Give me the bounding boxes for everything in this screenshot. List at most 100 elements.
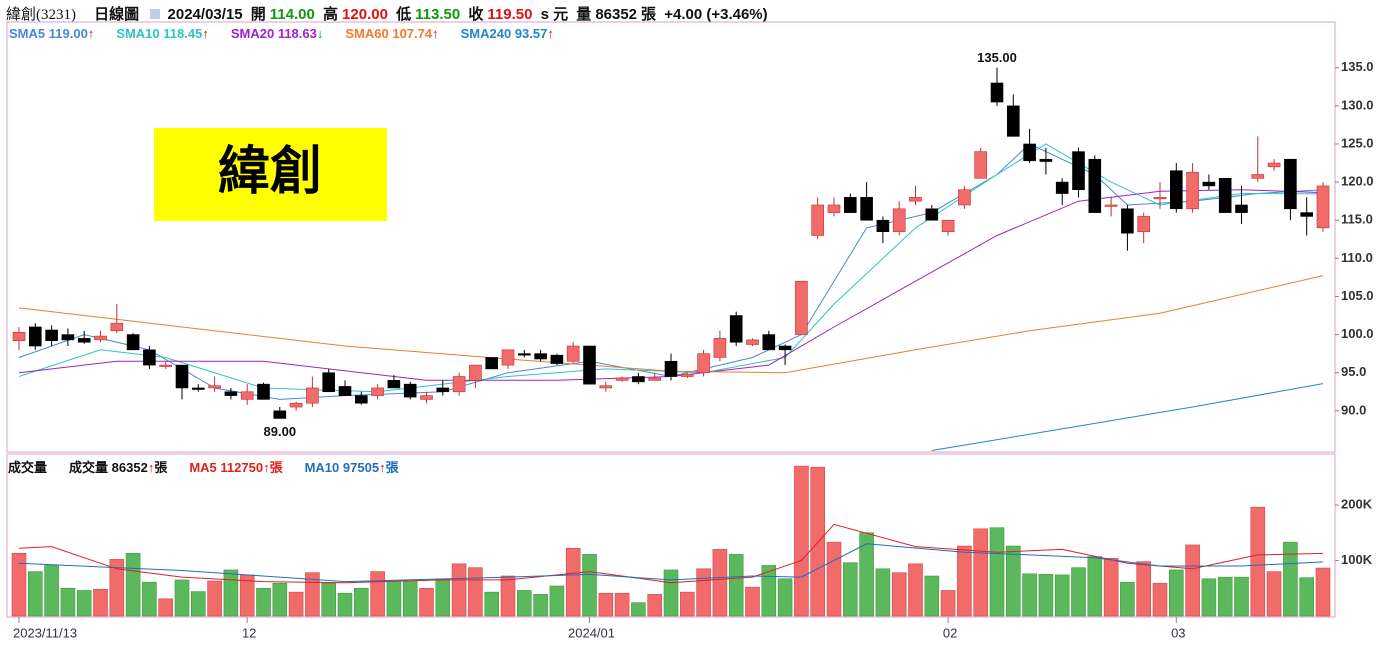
y-tick-label: 90.0	[1341, 402, 1366, 417]
y-tick-label: 105.0	[1341, 288, 1374, 303]
volume-bar	[1315, 567, 1331, 617]
candle-body	[28, 326, 42, 347]
candle-body	[974, 151, 988, 179]
legend-item: SMA240 93.57↑	[461, 26, 554, 41]
volume-bar	[11, 552, 27, 617]
legend-name: MA10	[304, 460, 340, 475]
volume-bar	[191, 591, 206, 617]
volume-bar	[93, 589, 108, 617]
candle-body	[1251, 174, 1265, 179]
legend-trend: ↓	[316, 26, 324, 41]
legend-item: MA5 112750↑張	[189, 460, 282, 475]
candle-body	[289, 402, 303, 408]
volume-bar	[908, 563, 923, 617]
volume-bar	[1299, 577, 1314, 617]
volume-bar	[533, 594, 548, 617]
volume-label: 量	[576, 6, 592, 23]
volume-bar	[337, 592, 353, 617]
candle-body	[273, 410, 287, 419]
candle-body	[436, 387, 450, 393]
candle-body	[762, 334, 776, 351]
candle-body	[615, 377, 629, 381]
candle-body	[240, 391, 254, 400]
volume-bar	[1250, 506, 1266, 617]
volume-bar	[1185, 544, 1200, 617]
candle-body	[77, 338, 91, 343]
candle-body	[45, 329, 58, 341]
close: 119.50	[487, 6, 533, 23]
candle-body	[729, 315, 743, 343]
candle-body	[501, 349, 515, 366]
volume-bar	[158, 598, 173, 617]
candle-body	[892, 208, 906, 232]
legend-name: SMA5	[9, 26, 46, 41]
volume-bar	[207, 580, 222, 617]
y-tick-label: 125.0	[1341, 135, 1374, 150]
candle-body	[1267, 162, 1281, 168]
volume-bar	[1266, 571, 1282, 617]
volume-bar	[989, 527, 1005, 617]
candle-body	[1300, 212, 1313, 217]
volume-bar	[321, 582, 337, 617]
legend-trend: ↑	[263, 460, 270, 475]
candle-body	[958, 189, 971, 206]
candle-body	[126, 334, 140, 351]
legend-trend: ↑	[432, 26, 439, 41]
candle-body	[566, 345, 580, 362]
volume-bar	[386, 580, 402, 617]
legend-name: 成交量	[69, 460, 109, 475]
legend-trend: ↑	[147, 460, 155, 475]
legend-item: 成交量 86352↑張	[69, 460, 167, 475]
legend-item: SMA60 107.74↑	[345, 26, 438, 41]
ma-line	[931, 383, 1324, 451]
volume-bar	[1283, 541, 1298, 617]
volume-bar	[500, 575, 516, 617]
volume-bar	[940, 590, 956, 617]
ma-line	[18, 523, 1324, 584]
volume-bar	[1054, 574, 1070, 617]
candle-body	[1316, 185, 1330, 229]
price-legend: SMA5 119.00↑ SMA10 118.45↑ SMA20 118.63↓ SM…	[9, 26, 576, 41]
candle-body	[909, 197, 922, 202]
label-box	[154, 128, 387, 221]
candle-body	[110, 322, 124, 332]
candle-body	[517, 353, 531, 356]
volume-bar	[174, 579, 190, 617]
candle-body	[876, 219, 890, 232]
ma-line	[18, 543, 1324, 583]
y-tick-label: 100.0	[1341, 326, 1374, 341]
candle-body	[680, 373, 694, 377]
volume-bar	[1136, 561, 1151, 617]
volume-bar	[663, 569, 679, 617]
y-tick-label: 130.0	[1341, 97, 1374, 112]
volume-bar	[468, 567, 483, 617]
volume-bar	[549, 585, 565, 617]
candle-body	[1170, 170, 1183, 210]
candle-body	[354, 395, 368, 404]
legend-value: 97505	[342, 460, 380, 475]
volume-bar	[631, 602, 646, 617]
volume-bar	[761, 565, 777, 617]
candle-body	[306, 387, 319, 404]
candle-body	[387, 380, 401, 389]
ma-line	[18, 275, 1324, 374]
volume-unit: 張	[641, 6, 657, 23]
candle-body	[1104, 204, 1118, 207]
volume: 86352	[595, 6, 638, 23]
legend-name: SMA10	[116, 26, 160, 41]
candle-body	[338, 386, 352, 396]
volume-bar	[1217, 576, 1233, 617]
legend-value: 112750	[220, 460, 264, 475]
y-tick-label: 135.0	[1341, 59, 1374, 74]
volume-bar	[712, 549, 728, 617]
volume-bar	[288, 591, 304, 617]
candle-body	[583, 345, 596, 385]
volume-bar	[256, 587, 271, 617]
checkbox[interactable]	[150, 9, 161, 19]
volume-bar	[484, 591, 500, 617]
candle-body	[697, 353, 710, 374]
volume-bar	[305, 572, 320, 617]
legend-trend: ↑	[547, 26, 554, 41]
volume-bar	[745, 586, 760, 617]
candle-body	[941, 219, 955, 232]
